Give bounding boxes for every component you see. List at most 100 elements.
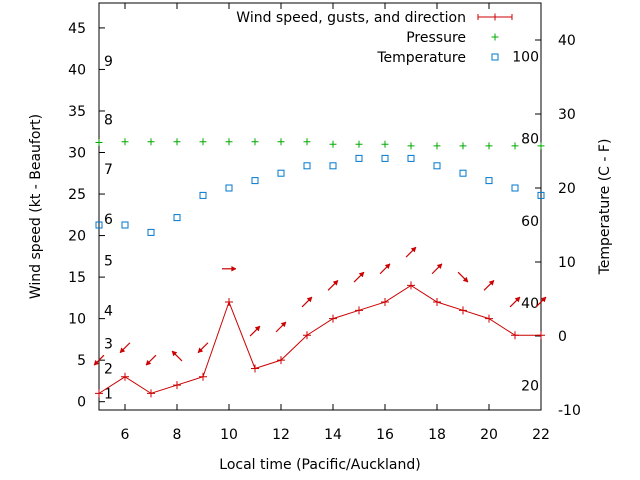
plot-frame bbox=[98, 2, 542, 411]
x-tick-label: 16 bbox=[376, 427, 394, 443]
legend-swatch-wind-marker bbox=[491, 13, 499, 21]
wind-direction-arrowhead bbox=[306, 296, 313, 303]
pressure-point bbox=[537, 142, 545, 150]
temperature-point bbox=[251, 177, 259, 185]
temperature-point bbox=[355, 154, 363, 162]
wind-speed-point bbox=[199, 372, 207, 381]
pressure-point bbox=[173, 138, 181, 146]
wind-speed-point bbox=[225, 298, 233, 307]
wind-speed-point bbox=[329, 314, 337, 323]
wind-direction-arrowhead bbox=[488, 280, 495, 286]
legend-label-temperature: Temperature bbox=[376, 50, 466, 66]
fahrenheit-label: 60 bbox=[521, 214, 539, 230]
y-left-axis-title: Wind speed (kt - Beaufort) bbox=[28, 114, 44, 299]
x-tick-label: 10 bbox=[220, 427, 238, 443]
wind-speed-point bbox=[147, 389, 155, 398]
temperature-point bbox=[433, 162, 441, 170]
wind-speed-point bbox=[121, 372, 129, 381]
wind-direction-arrowhead bbox=[384, 263, 391, 270]
pressure-point bbox=[277, 138, 285, 146]
wind-direction-arrowhead bbox=[358, 271, 365, 278]
wind-speed-point bbox=[433, 298, 441, 307]
wind-direction-arrowhead bbox=[410, 246, 417, 253]
pressure-point bbox=[303, 138, 311, 146]
x-tick-label: 6 bbox=[121, 427, 130, 443]
y-right-tick-label: 40 bbox=[558, 33, 576, 49]
pressure-point bbox=[251, 138, 259, 146]
temperature-point bbox=[459, 169, 467, 177]
temperature-point bbox=[225, 184, 233, 192]
beaufort-label: 3 bbox=[104, 337, 113, 353]
x-tick-label: 20 bbox=[480, 427, 498, 443]
legend-swatch-pressure bbox=[491, 33, 499, 41]
wind-speed-point bbox=[173, 381, 181, 390]
temperature-point bbox=[511, 184, 519, 192]
x-tick-label: 22 bbox=[532, 427, 550, 443]
wind-speed-point bbox=[511, 331, 519, 340]
wind-speed-point bbox=[95, 389, 103, 398]
temperature-point bbox=[199, 191, 207, 199]
wind-speed-point bbox=[537, 331, 545, 340]
y-right-tick-label: -10 bbox=[558, 403, 581, 419]
y-left-tick-label: 35 bbox=[68, 104, 86, 120]
temperature-point bbox=[95, 221, 103, 229]
wind-direction-arrowhead bbox=[462, 276, 469, 283]
wind-direction-arrowhead bbox=[332, 280, 339, 286]
wind-direction-arrowhead bbox=[231, 265, 237, 272]
pressure-point bbox=[355, 140, 363, 148]
legend-label-pressure: Pressure bbox=[406, 30, 466, 46]
wind-direction-arrowhead bbox=[93, 359, 100, 366]
wind-direction-arrowhead bbox=[254, 325, 261, 332]
temperature-point bbox=[147, 228, 155, 236]
wind-speed-point bbox=[355, 306, 363, 315]
pressure-point bbox=[95, 139, 103, 147]
pressure-point bbox=[433, 142, 441, 150]
fahrenheit-label: 20 bbox=[521, 378, 539, 394]
temperature-point bbox=[303, 162, 311, 170]
wind-direction-arrowhead bbox=[197, 347, 204, 354]
fahrenheit-label: 80 bbox=[521, 132, 539, 148]
wind-direction-arrowhead bbox=[145, 359, 152, 366]
pressure-point bbox=[511, 142, 519, 150]
y-right-tick-label: 30 bbox=[558, 107, 576, 123]
y-left-tick-label: 15 bbox=[68, 270, 86, 286]
wind-direction-arrowhead bbox=[436, 263, 443, 270]
wind-direction-arrowhead bbox=[171, 350, 178, 357]
beaufort-label: 5 bbox=[104, 253, 113, 269]
pressure-point bbox=[147, 138, 155, 146]
temperature-point bbox=[173, 214, 181, 222]
temperature-point bbox=[329, 162, 337, 170]
y-right-tick-label: 10 bbox=[558, 255, 576, 271]
pressure-point bbox=[485, 142, 493, 150]
y-left-tick-label: 45 bbox=[68, 21, 86, 37]
wind-direction-arrowhead bbox=[280, 321, 287, 328]
wind-speed-point bbox=[381, 298, 389, 307]
wind-speed-point bbox=[407, 281, 415, 290]
wind-speed-point bbox=[485, 314, 493, 323]
y-left-tick-label: 25 bbox=[68, 187, 86, 203]
y-left-tick-label: 5 bbox=[77, 353, 86, 369]
legend-label-wind: Wind speed, gusts, and direction bbox=[236, 10, 466, 26]
temperature-point bbox=[381, 154, 389, 162]
fahrenheit-label: 40 bbox=[521, 296, 539, 312]
wind-direction-arrowhead bbox=[514, 296, 521, 303]
beaufort-label: 2 bbox=[104, 361, 113, 377]
beaufort-label: 1 bbox=[104, 386, 113, 402]
x-tick-label: 14 bbox=[324, 427, 342, 443]
pressure-point bbox=[407, 142, 415, 150]
y-left-tick-label: 40 bbox=[68, 62, 86, 78]
y-left-tick-label: 30 bbox=[68, 146, 86, 162]
pressure-point bbox=[225, 138, 233, 146]
temperature-point bbox=[537, 191, 545, 199]
pressure-point bbox=[199, 138, 207, 146]
wind-direction-arrowhead bbox=[119, 347, 126, 354]
y-left-tick-label: 20 bbox=[68, 229, 86, 245]
y-right-axis-title: Temperature (C - F) bbox=[597, 139, 613, 276]
beaufort-label: 7 bbox=[104, 162, 113, 178]
y-right-tick-label: 20 bbox=[558, 181, 576, 197]
x-tick-label: 18 bbox=[428, 427, 446, 443]
wind-speed-point bbox=[303, 331, 311, 340]
beaufort-label: 9 bbox=[104, 54, 113, 70]
wind-speed-point bbox=[459, 306, 467, 315]
